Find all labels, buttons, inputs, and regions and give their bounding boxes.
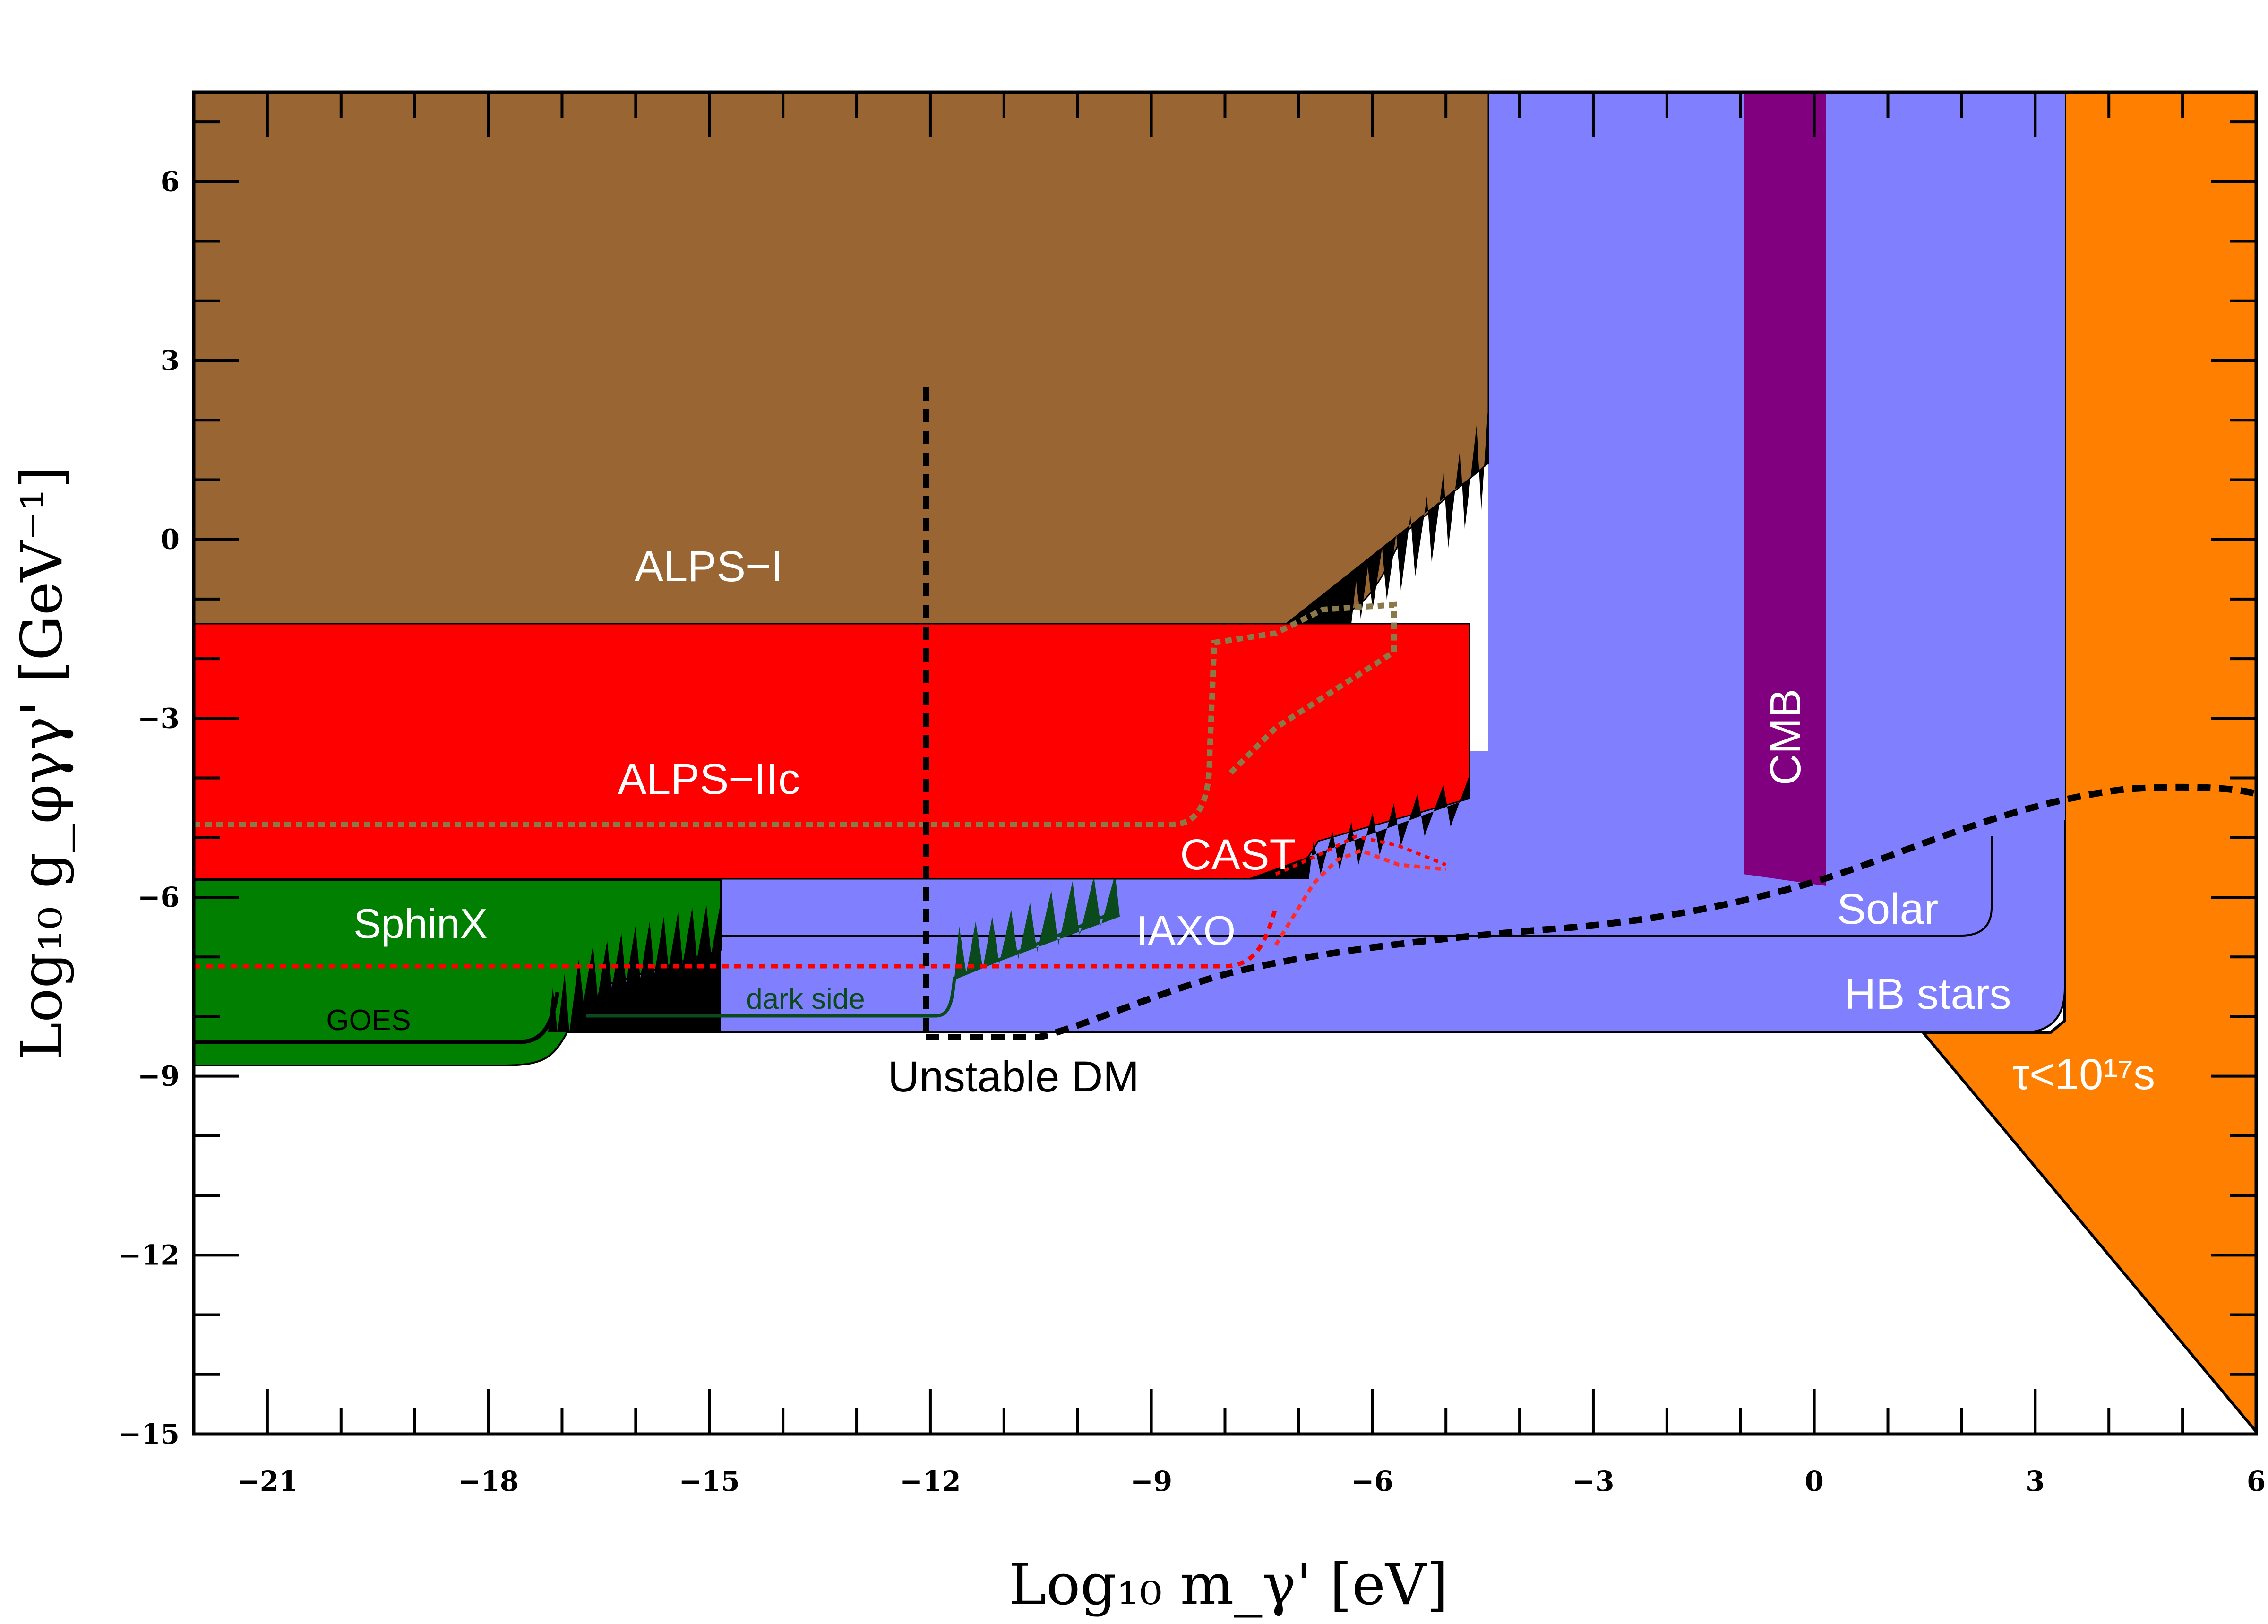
cast-spikes bbox=[1247, 775, 1469, 879]
plot-area bbox=[194, 92, 2256, 1434]
x-tick-label: 0 bbox=[1804, 1465, 1823, 1497]
lifetime-label: τ<10¹⁷s bbox=[2012, 1050, 2155, 1099]
dark-side-spikes bbox=[954, 874, 1120, 978]
iaxo-dashed bbox=[1275, 834, 1447, 876]
dark-side-curve bbox=[586, 910, 1116, 1018]
alps-i-spikes bbox=[1285, 402, 1488, 624]
x-axis-title: Log₁₀ m_γ' [eV] bbox=[1008, 1552, 1448, 1618]
sphinx-label: SphinX bbox=[353, 900, 488, 947]
y-tick-label: −6 bbox=[137, 881, 180, 913]
cast-label: CAST bbox=[1180, 831, 1296, 879]
solar-boundary bbox=[718, 836, 1993, 937]
iaxo-label: IAXO bbox=[1136, 907, 1236, 954]
dark-side-label: dark side bbox=[746, 983, 865, 1015]
y-axis-title: Log₁₀ g_φγγ' [GeV⁻¹] bbox=[9, 466, 75, 1060]
x-tick-label: −9 bbox=[1130, 1465, 1172, 1497]
x-tick-label: −15 bbox=[679, 1465, 740, 1497]
goes-curve bbox=[194, 992, 560, 1044]
x-tick-label: −6 bbox=[1351, 1465, 1393, 1497]
x-tick-label: −12 bbox=[900, 1465, 961, 1497]
y-tick-label: −3 bbox=[137, 702, 180, 734]
y-tick-label: 6 bbox=[161, 165, 180, 198]
alps-iic-dashed-curve bbox=[194, 601, 1397, 827]
cmb-region bbox=[1744, 92, 1826, 886]
axis-ticks bbox=[192, 92, 2258, 1435]
y-tick-label: −9 bbox=[137, 1060, 180, 1092]
x-tick-label: −18 bbox=[458, 1465, 519, 1497]
unstable-dm-label: Unstable DM bbox=[888, 1053, 1139, 1101]
unstable-dm-curve bbox=[926, 783, 2256, 1040]
axis-tick-labels: −21 −18 −15 −12 −9 −6 −3 0 3 6 −15 −12 −9 −6 −3 0 3 6 bbox=[119, 165, 2266, 1497]
alps-i-label: ALPS−I bbox=[635, 542, 783, 591]
hb-stars-boundary bbox=[576, 820, 2066, 1033]
x-tick-label: −3 bbox=[1572, 1465, 1614, 1497]
y-tick-label: 0 bbox=[161, 524, 180, 556]
y-tick-label: 3 bbox=[161, 344, 180, 377]
x-tick-label: 3 bbox=[2026, 1465, 2045, 1497]
hb-stars-label: HB stars bbox=[1845, 970, 2011, 1018]
solar-label: Solar bbox=[1837, 885, 1939, 933]
alps-iic-label: ALPS−IIc bbox=[618, 755, 800, 803]
cmb-label: CMB bbox=[1761, 689, 1810, 785]
sphinx-spikes bbox=[548, 902, 721, 1032]
cast-dashed bbox=[1274, 848, 1446, 946]
y-tick-label: −15 bbox=[119, 1418, 180, 1450]
iaxo-red-dashed bbox=[194, 906, 1278, 969]
y-tick-label: −12 bbox=[119, 1239, 180, 1271]
x-tick-label: −21 bbox=[237, 1465, 298, 1497]
goes-label: GOES bbox=[326, 1004, 411, 1037]
x-tick-label: 6 bbox=[2247, 1465, 2266, 1497]
alps-i-region bbox=[194, 92, 1489, 625]
